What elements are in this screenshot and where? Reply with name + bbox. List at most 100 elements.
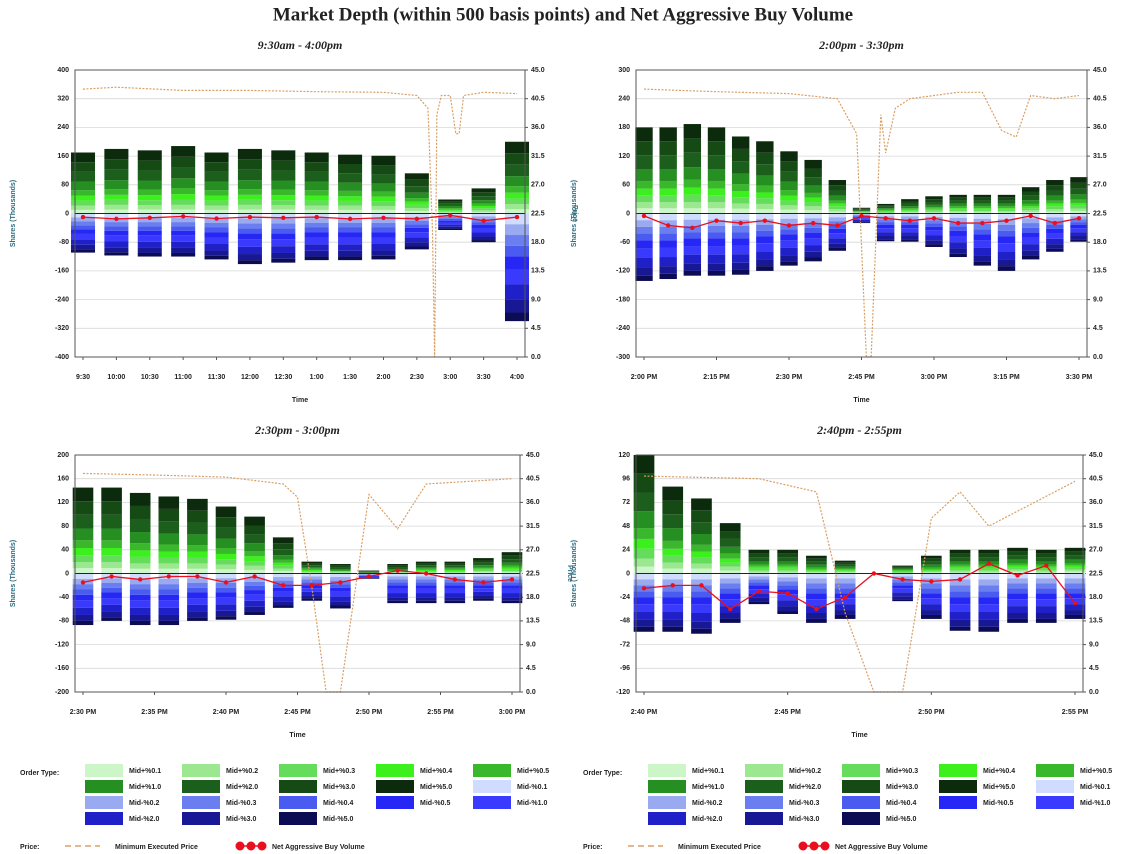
bar-segment — [187, 587, 208, 593]
bar-segment — [330, 596, 351, 602]
bar-segment — [731, 238, 750, 246]
bar-segment — [271, 218, 296, 224]
bar-segment — [104, 169, 129, 181]
bar-segment — [330, 571, 351, 572]
bar-segment — [304, 209, 329, 214]
line-marker — [835, 223, 840, 228]
bar-segment — [504, 176, 530, 187]
bar-segment — [997, 224, 1016, 231]
bar-segment — [719, 578, 741, 584]
bar-segment — [404, 208, 429, 211]
y2-tick-label: 27.0 — [531, 182, 545, 189]
y-tick-label: 0 — [626, 210, 630, 217]
bar-segment — [204, 190, 229, 196]
bar-segment — [215, 604, 237, 611]
bar-segment — [683, 167, 702, 180]
bar-segment — [438, 218, 463, 221]
bar-segment — [415, 563, 437, 566]
bar-segment — [973, 224, 992, 230]
bar-segment — [633, 591, 655, 598]
bar-segment — [756, 185, 774, 193]
bar-segment — [920, 598, 942, 605]
legend-label: Minimum Executed Price — [678, 844, 761, 851]
bar-segment — [338, 227, 363, 233]
bar-segment — [949, 213, 967, 218]
bar-segment — [659, 180, 677, 189]
bar-segment — [925, 207, 943, 209]
bar-segment — [635, 180, 653, 189]
legend-swatch — [939, 764, 977, 777]
y2-tick-label: 4.5 — [526, 665, 536, 672]
bar-segment — [473, 567, 494, 569]
bar-segment — [804, 197, 822, 203]
bar-segment — [404, 201, 429, 205]
bar-segment — [1046, 213, 1064, 218]
y2-tick-label: 4.5 — [1089, 665, 1099, 672]
bar-segment — [1064, 571, 1086, 574]
bar-segment — [215, 610, 237, 617]
bar-segment — [415, 588, 437, 594]
bar-segment — [973, 234, 992, 241]
bar-segment — [1021, 191, 1040, 196]
bar-segment — [438, 222, 463, 225]
bar-segment — [920, 593, 942, 599]
bar-segment — [444, 593, 466, 598]
bar-segment — [137, 189, 162, 196]
bar-segment — [925, 202, 943, 205]
bar-segment — [1046, 211, 1064, 214]
bar-segment — [834, 560, 856, 563]
bar-segment — [691, 544, 712, 552]
bar-segment — [471, 224, 496, 229]
bar-segment — [473, 572, 494, 574]
bar-segment — [204, 250, 229, 256]
legend-swatch — [473, 796, 511, 809]
bar-segment — [473, 569, 494, 572]
bar-segment — [1035, 568, 1057, 571]
bar-segment — [804, 251, 822, 258]
bar-segment — [707, 195, 726, 203]
bar-segment — [204, 162, 229, 172]
bar-segment — [901, 211, 919, 213]
legend-swatch — [182, 812, 220, 825]
bar-segment — [387, 565, 408, 568]
plot-frame — [635, 454, 1084, 693]
line-marker — [957, 577, 963, 582]
y-tick-label: -160 — [55, 665, 69, 672]
bar-segment — [1021, 227, 1040, 233]
bar-segment — [633, 455, 655, 474]
bar-segment — [806, 558, 827, 562]
bar-segment — [780, 234, 798, 241]
bar-segment — [659, 155, 677, 170]
bar-segment — [892, 567, 913, 569]
bar-segment — [438, 201, 463, 204]
bar-segment — [662, 591, 684, 598]
bar-segment — [756, 198, 774, 204]
bar-segment — [104, 180, 129, 190]
bar-segment — [473, 573, 494, 577]
bar-segment — [70, 239, 96, 245]
bar-segment — [756, 259, 774, 267]
bar-segment — [804, 245, 822, 252]
bar-segment — [876, 211, 895, 213]
bar-segment — [101, 592, 122, 599]
bar-segment — [301, 561, 323, 564]
bar-segment — [204, 209, 229, 214]
bar-segment — [925, 210, 943, 212]
bar-segment — [415, 582, 437, 586]
y-tick-label: 320 — [57, 96, 69, 103]
bar-segment — [471, 236, 496, 241]
bar-segment — [371, 255, 396, 260]
bar-segment — [973, 229, 992, 235]
bar-segment — [129, 573, 151, 579]
bar-segment — [70, 181, 96, 191]
bar-segment — [104, 226, 129, 231]
y-tick-label: -96 — [620, 665, 630, 672]
bar-segment — [925, 235, 943, 241]
bar-segment — [659, 226, 677, 234]
bar-segment — [70, 217, 96, 222]
bar-segment — [438, 203, 463, 206]
x-tick-label: 1:00 — [310, 374, 324, 381]
bar-segment — [101, 540, 122, 549]
bar-segment — [473, 560, 494, 563]
bar-segment — [471, 205, 496, 209]
